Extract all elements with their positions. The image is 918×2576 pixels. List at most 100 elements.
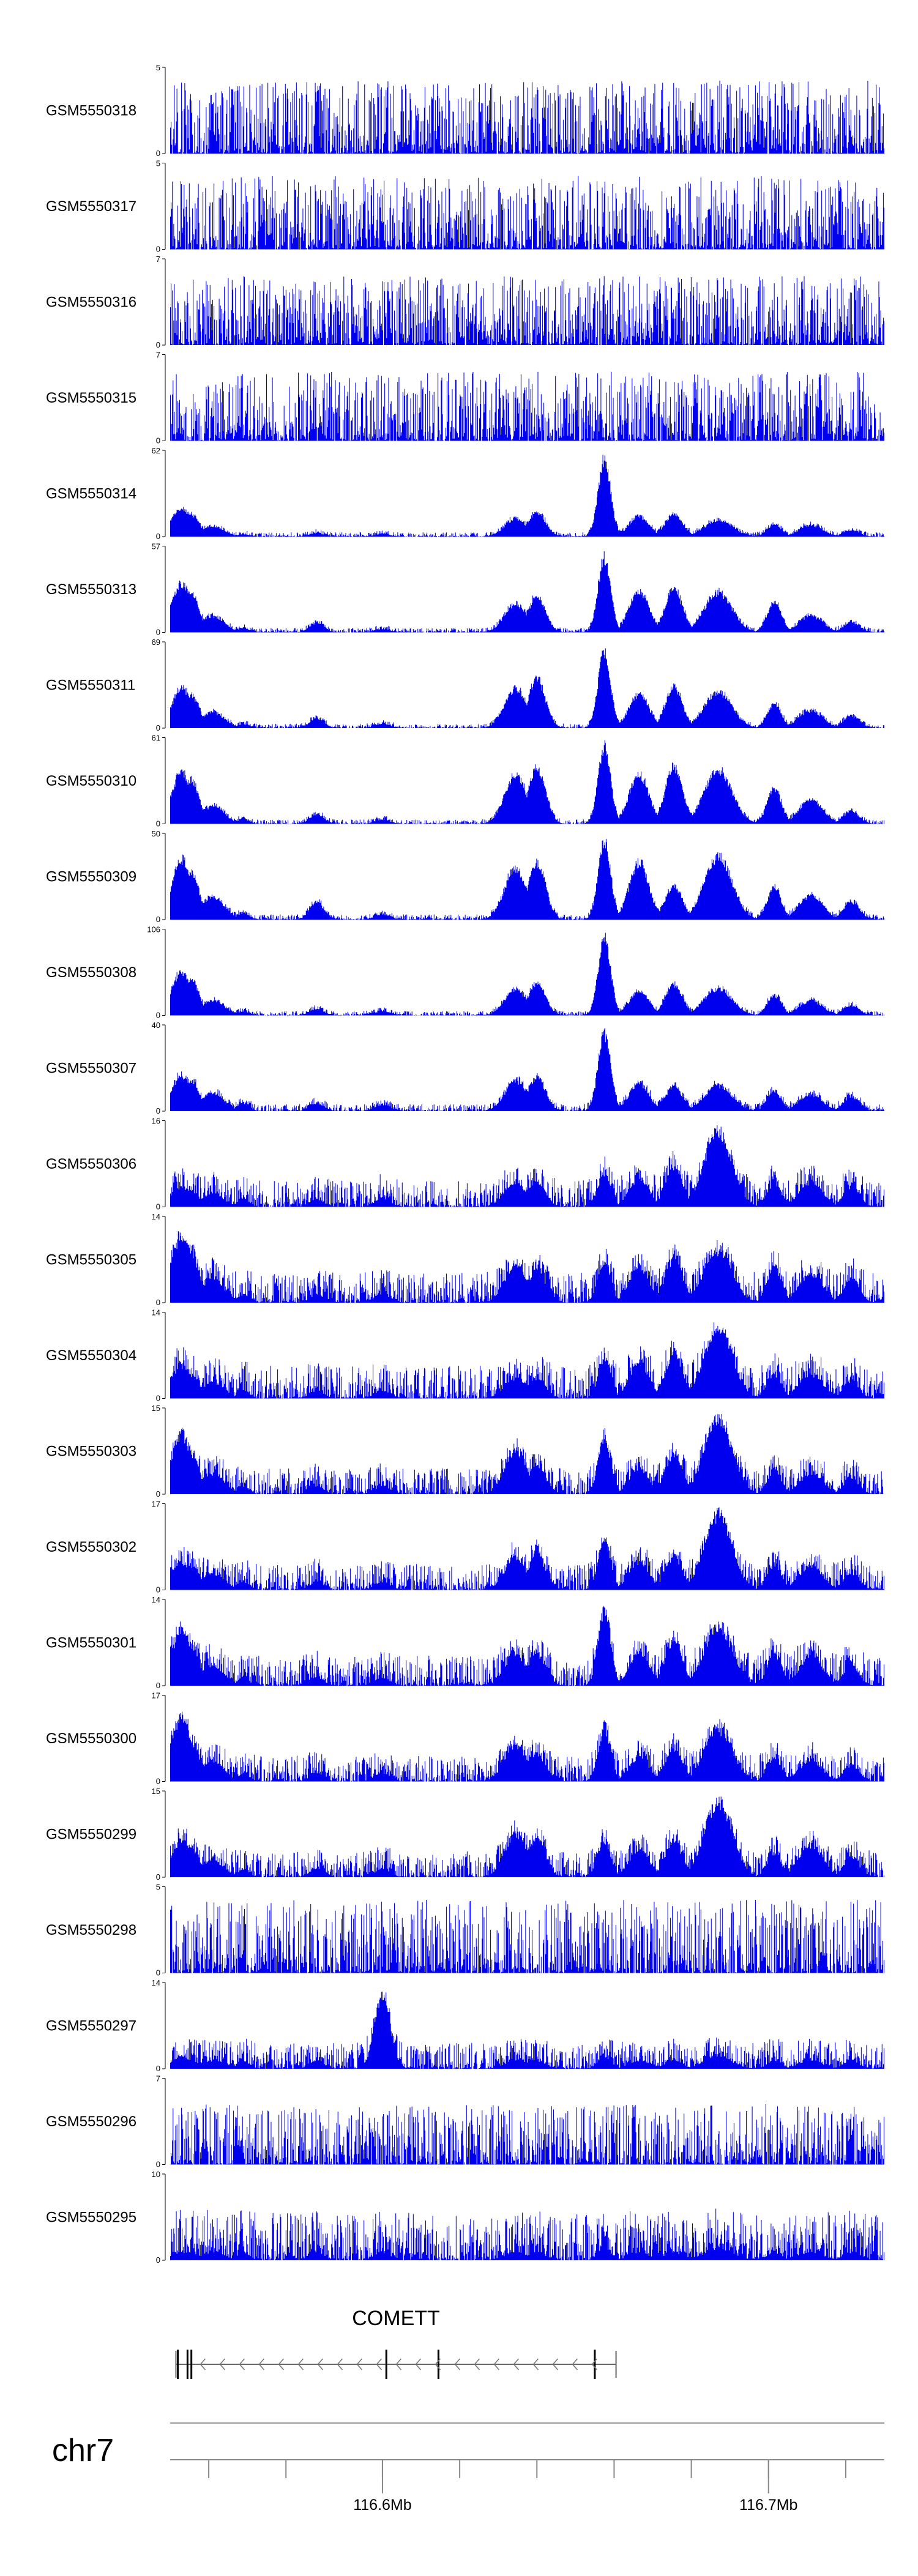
coverage-track: GSM5550307 40 0 [46,1021,884,1115]
coverage-track: GSM5550297 14 0 [46,1978,884,2073]
coverage-area [170,648,884,728]
track-label: GSM5550318 [46,103,136,119]
y-min-label: 0 [156,1585,160,1595]
y-min-label: 0 [156,1394,160,1403]
coverage-track: GSM5550300 17 0 [46,1691,884,1786]
y-max-label: 7 [156,351,160,360]
track-label: GSM5550310 [46,773,136,789]
y-max-label: 17 [152,1500,160,1509]
strand-arrow [552,2358,559,2370]
track-label: GSM5550301 [46,1635,136,1651]
coverage-area [170,371,884,441]
coverage-track: GSM5550305 14 0 [46,1212,884,1307]
y-min-label: 0 [156,628,160,637]
coverage-area [170,176,884,250]
y-min-label: 0 [156,532,160,541]
y-max-label: 7 [156,255,160,264]
y-min-label: 0 [156,436,160,445]
strand-arrow [513,2358,520,2370]
strand-arrow [200,2358,206,2370]
coverage-track: GSM5550310 61 0 [46,734,884,828]
track-label: GSM5550311 [46,677,135,694]
track-label: GSM5550303 [46,1443,136,1460]
y-max-label: 10 [152,2170,160,2179]
coverage-area [170,1796,884,1877]
y-max-label: 15 [152,1787,160,1796]
coverage-track: GSM5550308 106 0 [46,925,884,1020]
coverage-area [170,276,884,345]
y-max-label: 14 [152,1308,160,1317]
strand-arrow [337,2358,343,2370]
coverage-area [170,80,884,154]
y-max-label: 14 [152,1978,160,1987]
y-min-label: 0 [156,245,160,254]
coverage-area [170,2104,884,2165]
coverage-track: GSM5550309 50 0 [46,829,884,924]
y-max-label: 5 [156,159,160,168]
coverage-track: GSM5550296 7 0 [46,2074,884,2169]
coverage-track: GSM5550315 7 0 [46,351,884,445]
track-label: GSM5550297 [46,2018,136,2034]
coverage-area [170,1899,884,1973]
y-max-label: 62 [152,446,160,455]
strand-arrow [239,2358,245,2370]
coverage-track: GSM5550295 10 0 [46,2170,884,2265]
track-label: GSM5550304 [46,1347,136,1364]
major-tick-label: 116.6Mb [353,2496,411,2514]
strand-arrow [493,2358,500,2370]
coverage-track: GSM5550317 5 0 [46,159,884,254]
y-max-label: 5 [156,1883,160,1892]
y-min-label: 0 [156,1298,160,1307]
coverage-track: GSM5550316 7 0 [46,255,884,349]
coverage-track: GSM5550304 14 0 [46,1308,884,1403]
gene-label: COMETT [352,2307,440,2330]
y-min-label: 0 [156,149,160,158]
y-max-label: 17 [152,1691,160,1700]
y-min-label: 0 [156,1968,160,1978]
y-max-label: 106 [147,925,160,934]
y-max-label: 15 [152,1404,160,1413]
track-label: GSM5550308 [46,964,136,981]
coverage-area [170,740,884,824]
coverage-area [170,1322,884,1399]
track-label: GSM5550315 [46,390,136,406]
track-label: GSM5550313 [46,581,136,598]
major-tick-label: 116.7Mb [739,2496,797,2514]
coverage-area [170,1606,884,1686]
y-max-label: 16 [152,1117,160,1126]
y-min-label: 0 [156,1681,160,1690]
y-max-label: 57 [152,542,160,551]
track-label: GSM5550305 [46,1252,136,1268]
strand-arrow [454,2358,461,2370]
strand-arrow [278,2358,285,2370]
strand-arrow [297,2358,304,2370]
y-max-label: 7 [156,2074,160,2083]
coverage-track: GSM5550311 69 0 [46,638,884,732]
track-label: GSM5550298 [46,1922,136,1938]
track-label: GSM5550314 [46,486,136,502]
y-min-label: 0 [156,1489,160,1498]
y-min-label: 0 [156,915,160,924]
coverage-track: GSM5550299 15 0 [46,1787,884,1882]
track-label: GSM5550299 [46,1826,136,1843]
strand-arrow [219,2358,226,2370]
coverage-track: GSM5550306 16 0 [46,1117,884,1212]
y-min-label: 0 [156,2255,160,2265]
strand-arrow [395,2358,402,2370]
coverage-track: GSM5550298 5 0 [46,1883,884,1978]
y-max-label: 50 [152,829,160,838]
y-min-label: 0 [156,1202,160,1212]
coverage-area [170,2208,884,2260]
y-min-label: 0 [156,819,160,828]
y-min-label: 0 [156,723,160,732]
y-max-label: 14 [152,1212,160,1221]
y-max-label: 61 [152,734,160,743]
coverage-area [170,551,884,633]
gene-annotation-track: COMETT [175,2307,617,2379]
y-min-label: 0 [156,2064,160,2073]
track-label: GSM5550302 [46,1539,136,1555]
coverage-area [170,839,884,920]
coverage-track: GSM5550313 57 0 [46,542,884,637]
coverage-area [170,1992,884,2069]
coverage-area [170,1230,884,1303]
